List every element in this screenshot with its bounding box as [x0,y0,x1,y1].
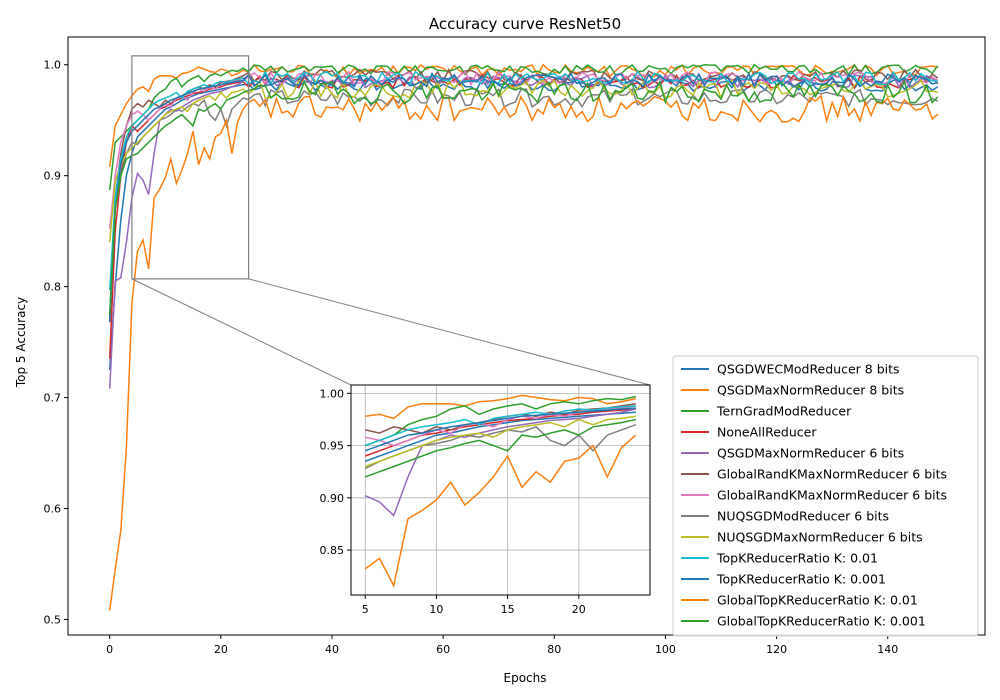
legend-item: QSGDMaxNormReducer 8 bits [681,383,904,398]
y-tick-label: 0.7 [44,392,62,405]
y-tick-label: 1.0 [44,59,62,72]
series-line-6 [108,70,939,229]
zoom-region-box [131,55,250,280]
legend-box [672,355,979,637]
chart-title: Accuracy curve ResNet50 [429,15,621,33]
inset-series-line-11 [364,434,637,588]
x-axis-label: Epochs [504,671,547,685]
y-axis-label: Top 5 Accuracy [14,297,28,388]
series-line-0 [108,76,939,370]
legend-label: TernGradModReducer [716,404,852,419]
legend-label: GlobalRandKMaxNormReducer 6 bits [717,488,947,503]
zoom-connector [131,278,352,386]
legend-label: QSGDMaxNormReducer 6 bits [717,446,904,461]
inset-plot: 5 10 15 20 0.85 0.90 0.95 1.00 [320,384,651,616]
legend-label: TopKReducerRatio K: 0.01 [716,551,878,566]
x-tick-label: 140 [877,643,898,656]
x-tick-label: 80 [547,643,561,656]
inset-y-tick-label: 0.85 [320,544,345,557]
inset-series-line-9 [364,405,636,447]
y-tick-label: 0.8 [44,281,62,294]
series-line-3 [108,73,939,359]
inset-series-line-1 [365,394,636,420]
legend-item: NoneAllReducer [681,425,817,440]
legend-label: GlobalRandKMaxNormReducer 6 bits [717,467,947,482]
x-tick-label: 0 [106,643,113,656]
legend-item: TernGradModReducer [681,404,852,419]
x-tick-label: 120 [766,643,787,656]
legend-label: TopKReducerRatio K: 0.001 [716,572,886,587]
legend-item: NUQSGDMaxNormReducer 6 bits [681,530,923,545]
x-tick-label: 40 [325,643,339,656]
legend-item: GlobalRandKMaxNormReducer 6 bits [681,488,947,503]
series-line-12 [108,79,939,315]
series-line-8 [108,78,938,243]
legend-item: QSGDMaxNormReducer 6 bits [681,446,904,461]
inset-frame [350,384,651,596]
inset-x-tick-label: 5 [362,603,369,616]
zoom-connector [248,278,651,386]
legend-item: TopKReducerRatio K: 0.01 [681,551,878,566]
legend-label: GlobalTopKReducerRatio K: 0.01 [717,593,918,608]
legend-label: GlobalTopKReducerRatio K: 0.001 [717,614,926,629]
series-line-10 [108,72,938,323]
inset-x-tick-label: 15 [501,603,515,616]
inset-x-tick-label: 20 [572,603,586,616]
inset-series-line-4 [364,408,636,517]
y-tick-label: 0.6 [44,503,62,516]
y-tick-label: 0.5 [44,613,62,626]
inset-series-line-12 [364,418,636,478]
inset-series-line-10 [364,407,636,452]
inset-series-line-8 [364,415,636,468]
series-line-7 [108,87,939,318]
inset-series-line-2 [364,395,636,447]
zoom-indicator [131,55,651,386]
series-line-2 [108,63,939,191]
series-line-11 [108,94,939,611]
legend-item: TopKReducerRatio K: 0.001 [681,572,886,587]
main-plot-frame [67,36,986,636]
legend: QSGDWECModReducer 8 bits QSGDMaxNormReduc… [672,355,979,637]
series-line-4 [108,73,939,389]
main-plot-area: 0 20 40 60 80 100 120 140 0.5 0.6 0.7 0.8 0.9 1.0 [44,36,986,656]
legend-item: NUQSGDModReducer 6 bits [681,509,889,524]
legend-item: GlobalTopKReducerRatio K: 0.001 [681,614,926,629]
x-tick-label: 20 [214,643,228,656]
legend-label: NUQSGDMaxNormReducer 6 bits [717,530,923,545]
legend-label: QSGDWECModReducer 8 bits [717,362,900,377]
legend-label: QSGDMaxNormReducer 8 bits [717,383,904,398]
series-line-9 [108,70,938,291]
legend-item: GlobalTopKReducerRatio K: 0.01 [681,593,918,608]
x-tick-label: 60 [436,643,450,656]
legend-label: NUQSGDModReducer 6 bits [717,509,889,524]
legend-label: NoneAllReducer [717,425,817,440]
inset-y-tick-label: 0.90 [320,492,345,505]
legend-item: QSGDWECModReducer 8 bits [681,362,900,377]
legend-item: GlobalRandKMaxNormReducer 6 bits [681,467,947,482]
y-tick-label: 0.9 [44,170,62,183]
inset-x-tick-label: 10 [429,603,443,616]
inset-y-tick-label: 1.00 [320,387,345,400]
inset-y-tick-label: 0.95 [320,440,345,453]
x-tick-label: 100 [655,643,676,656]
